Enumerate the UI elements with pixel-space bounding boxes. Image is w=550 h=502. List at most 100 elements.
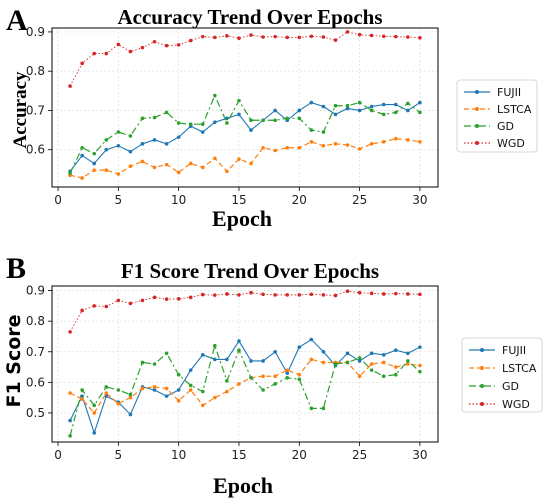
data-point-lstca: [261, 374, 265, 379]
data-point-fujii: [200, 353, 205, 357]
data-point-gd: [68, 171, 72, 176]
data-point-gd: [418, 369, 422, 374]
legend-label-wgd: WGD: [497, 137, 525, 150]
data-point-fujii: [345, 106, 350, 111]
data-point-lstca: [406, 362, 410, 366]
data-point-lstca: [116, 172, 121, 176]
legend-frame: [461, 337, 543, 413]
data-point-lstca: [345, 143, 350, 147]
data-point-fujii: [188, 368, 193, 372]
data-point-gd: [406, 359, 410, 363]
legend-label-fujii: FUJII: [502, 344, 526, 357]
data-point-lstca: [104, 168, 109, 172]
data-point-wgd: [285, 35, 290, 40]
data-point-wgd: [92, 304, 97, 308]
data-point-wgd: [261, 292, 265, 297]
data-point-wgd: [128, 301, 133, 306]
data-point-wgd: [381, 34, 386, 39]
series-line-wgd: [69, 31, 420, 87]
data-point-fujii: [321, 104, 326, 109]
data-point-wgd: [116, 298, 121, 303]
y-axis-label-accuracy: Accuracy: [10, 71, 31, 149]
data-point-gd: [225, 379, 229, 383]
data-point-lstca: [309, 357, 314, 362]
data-point-wgd: [321, 293, 326, 297]
data-point-wgd: [140, 298, 145, 303]
data-point-fujii: [321, 349, 326, 354]
data-point-gd: [80, 388, 84, 392]
data-point-gd: [92, 151, 97, 156]
data-point-fujii: [381, 353, 386, 357]
y-tick-label: 0.6: [26, 143, 45, 157]
data-point-fujii: [273, 349, 277, 354]
legend-marker-wgd: [475, 141, 479, 145]
data-point-wgd: [237, 36, 241, 41]
data-point-wgd: [297, 35, 302, 40]
data-point-wgd: [369, 33, 374, 38]
series-line-fujii: [69, 101, 421, 172]
data-point-wgd: [381, 292, 386, 296]
data-point-fujii: [237, 112, 241, 117]
data-point-fujii: [357, 359, 362, 363]
data-point-fujii: [104, 147, 109, 152]
data-point-fujii: [92, 161, 97, 166]
y-tick-label: 0.9: [26, 284, 45, 298]
chart-title-accuracy: Accuracy Trend Over Epochs: [117, 5, 382, 29]
plot-frame: [51, 285, 439, 443]
data-point-lstca: [297, 372, 302, 377]
data-point-wgd: [80, 61, 84, 66]
x-tick-label: 5: [115, 193, 123, 207]
series-line-wgd: [69, 290, 420, 333]
data-point-wgd: [188, 295, 193, 300]
data-point-wgd: [357, 32, 362, 37]
data-point-wgd: [176, 297, 181, 301]
data-point-lstca: [225, 169, 229, 174]
data-point-gd: [393, 372, 398, 377]
data-point-lstca: [140, 386, 145, 391]
series-line-gd: [69, 343, 421, 437]
data-point-lstca: [333, 142, 338, 146]
x-tick-label: 0: [54, 448, 62, 462]
data-point-wgd: [418, 292, 422, 297]
data-point-lstca: [68, 391, 72, 395]
data-point-fujii: [285, 371, 290, 375]
data-point-wgd: [418, 36, 422, 40]
legend-marker-wgd: [480, 402, 484, 406]
data-point-gd: [237, 98, 241, 103]
data-point-wgd: [200, 34, 205, 39]
data-point-wgd: [92, 51, 97, 56]
data-point-lstca: [418, 363, 422, 368]
data-point-gd: [152, 362, 157, 366]
series-line-fujii: [69, 338, 421, 435]
accuracy-plot-area: 0 5 10 15 20 25 30 0.6 0.7 0.8 0.9: [26, 25, 439, 207]
y-tick-label: 0.7: [26, 345, 45, 359]
data-point-wgd: [249, 33, 253, 37]
data-point-lstca: [80, 176, 84, 180]
data-point-gd: [381, 374, 386, 379]
x-tick-label: 15: [231, 193, 246, 207]
data-point-gd: [116, 130, 121, 134]
data-point-fujii: [140, 142, 145, 146]
data-point-wgd: [225, 34, 229, 38]
x-tick-label: 25: [352, 448, 367, 462]
data-point-gd: [345, 360, 350, 365]
data-point-wgd: [333, 38, 338, 42]
data-point-wgd: [188, 38, 193, 43]
data-point-gd: [92, 403, 97, 408]
data-point-gd: [261, 118, 265, 123]
x-tick-label: 25: [352, 193, 367, 207]
series-line-lstca: [69, 138, 421, 179]
data-point-wgd: [309, 292, 314, 297]
data-point-wgd: [104, 304, 109, 309]
data-point-gd: [116, 388, 121, 392]
data-point-fujii: [213, 357, 217, 362]
data-point-gd: [152, 115, 157, 120]
data-point-lstca: [297, 145, 302, 150]
data-point-fujii: [225, 357, 229, 362]
data-point-lstca: [176, 398, 181, 403]
data-point-lstca: [321, 360, 326, 365]
data-point-wgd: [80, 308, 84, 313]
data-point-lstca: [357, 147, 362, 151]
data-point-gd: [225, 121, 229, 125]
data-point-wgd: [140, 45, 145, 50]
